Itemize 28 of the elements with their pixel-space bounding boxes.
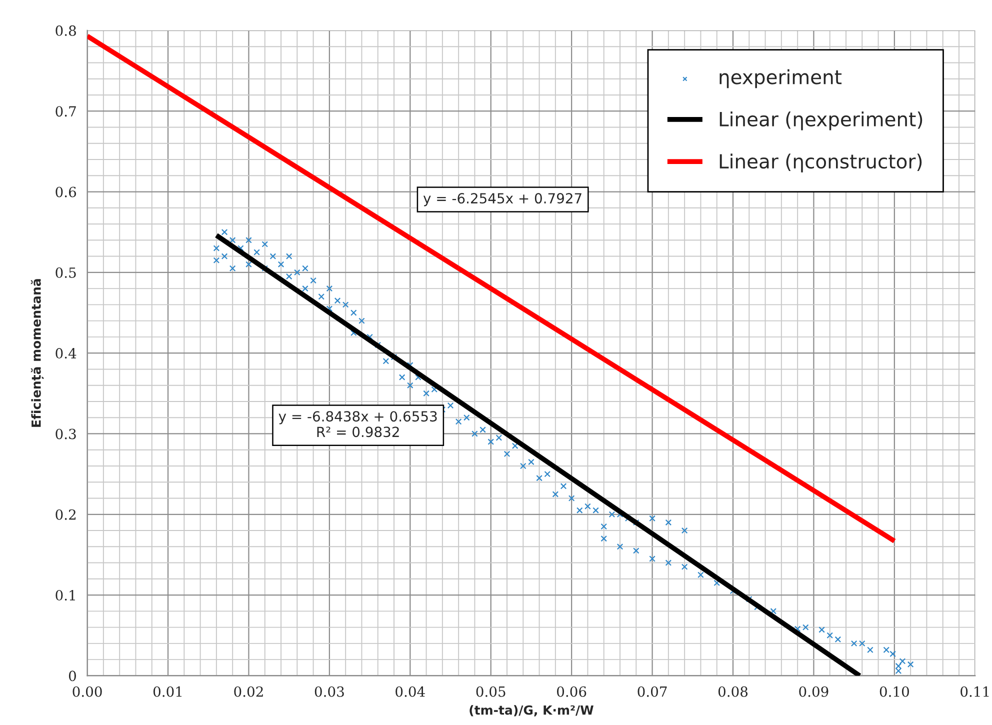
legend-label: Linear (ηexperiment) bbox=[720, 111, 922, 130]
annotation: y = -6.8438x + 0.6553 R² = 0.9832 bbox=[278, 411, 437, 438]
x-tick-label: 0.03 bbox=[314, 686, 344, 697]
x-tick-label: 0.07 bbox=[638, 686, 667, 697]
y-tick-label: 0.3 bbox=[56, 428, 76, 440]
x-tick-label: 0.00 bbox=[72, 686, 102, 697]
y-tick-label: 0.5 bbox=[56, 267, 76, 278]
annotation: y = -6.2545x + 0.7927 bbox=[423, 193, 582, 206]
y-tick-label: 0.8 bbox=[56, 25, 76, 36]
y-axis-title: Eficiență momentană bbox=[30, 279, 44, 427]
x-tick-label: 0.05 bbox=[476, 686, 506, 697]
x-tick-label: 0.04 bbox=[396, 686, 425, 697]
x-tick-label: 0.09 bbox=[799, 686, 828, 697]
y-tick-label: 0.2 bbox=[56, 509, 76, 520]
x-tick-label: 0.10 bbox=[880, 686, 909, 697]
y-tick-label: 0 bbox=[68, 670, 76, 682]
x-axis-title: (tm-ta)/G, K·m²/W bbox=[470, 705, 594, 716]
x-tick-label: 0.11 bbox=[960, 686, 989, 697]
y-tick-label: 0.1 bbox=[56, 590, 75, 601]
legend-label: Linear (ηconstructor) bbox=[720, 154, 922, 172]
x-tick-label: 0.02 bbox=[234, 686, 263, 697]
x-tick-label: 0.01 bbox=[153, 686, 182, 697]
y-tick-label: 0.6 bbox=[56, 186, 76, 198]
y-tick-label: 0.4 bbox=[56, 348, 76, 359]
x-tick-label: 0.06 bbox=[557, 686, 586, 697]
legend-label: ηexperiment bbox=[720, 69, 842, 88]
y-tick-label: 0.7 bbox=[56, 106, 76, 117]
x-tick-label: 0.08 bbox=[718, 686, 748, 697]
